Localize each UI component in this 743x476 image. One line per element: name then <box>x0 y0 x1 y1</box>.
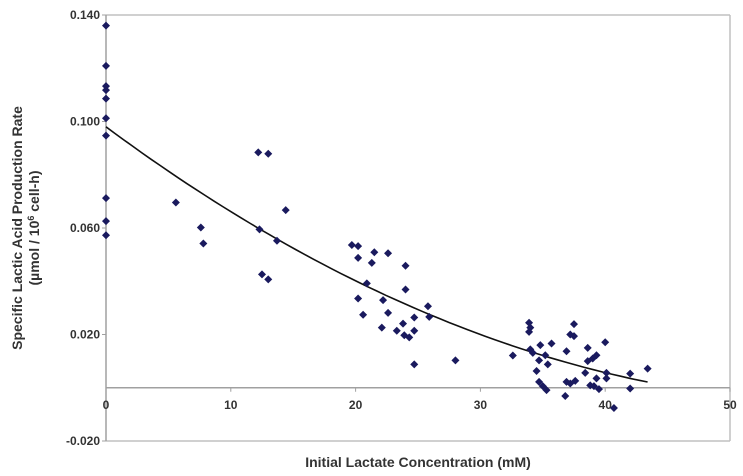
data-point <box>347 241 356 250</box>
data-point <box>561 392 570 401</box>
data-point <box>102 21 110 30</box>
data-point <box>102 114 110 123</box>
data-point <box>410 326 419 335</box>
data-point <box>535 356 544 365</box>
data-point <box>102 61 110 70</box>
data-point <box>264 149 273 158</box>
data-point <box>643 364 652 373</box>
data-point <box>102 131 110 140</box>
x-tick-label: 20 <box>349 398 363 412</box>
x-tick-label: 40 <box>599 398 613 412</box>
y-tick-label: 0.100 <box>70 115 100 129</box>
data-point <box>525 327 534 336</box>
data-point <box>102 86 110 95</box>
data-point <box>570 320 578 329</box>
data-point <box>384 308 393 317</box>
data-point <box>102 217 110 226</box>
data-point <box>609 403 618 412</box>
y-tick-label: 0.140 <box>70 8 100 22</box>
data-point <box>451 356 460 365</box>
data-point <box>571 376 580 385</box>
data-point <box>384 249 393 258</box>
data-point <box>102 231 110 240</box>
data-point <box>581 368 590 377</box>
data-point <box>410 313 419 322</box>
y-axis-label-line2: (µmol / 106 cell-h) <box>26 171 42 286</box>
y-axis-label-unit-pre: (µmol / 10 <box>26 220 42 285</box>
data-point <box>281 206 290 215</box>
data-point <box>399 319 408 328</box>
data-point <box>626 384 635 393</box>
data-point <box>379 296 388 305</box>
data-point <box>258 270 266 279</box>
x-axis-label: Initial Lactate Concentration (mM) <box>305 454 531 470</box>
data-point <box>508 351 517 360</box>
data-point <box>528 348 537 357</box>
data-point <box>392 326 401 335</box>
data-point <box>272 236 281 245</box>
axis-ticks: 0.140 0.100 0.060 0.020 -0.020 0 10 20 30 40 50 <box>66 8 737 448</box>
data-point <box>102 194 110 203</box>
data-point <box>626 369 635 378</box>
data-point <box>602 374 611 383</box>
data-point <box>354 253 363 262</box>
data-point <box>354 294 363 303</box>
data-point <box>255 225 264 234</box>
data-point <box>583 343 592 352</box>
data-point <box>401 261 410 270</box>
data-point <box>570 332 578 341</box>
data-point <box>602 368 611 377</box>
x-tick-label: 30 <box>474 398 488 412</box>
x-tick-label: 10 <box>224 398 238 412</box>
data-points <box>102 21 652 412</box>
data-point <box>532 366 541 375</box>
data-point <box>405 333 414 342</box>
data-point <box>592 374 601 383</box>
data-point <box>562 347 571 356</box>
data-point <box>601 338 610 347</box>
data-point <box>541 351 550 360</box>
data-point <box>354 242 363 251</box>
x-tick-label: 0 <box>103 398 110 412</box>
y-axis-label-unit-post: cell-h) <box>26 171 42 216</box>
data-point <box>377 323 386 332</box>
data-point <box>102 94 110 103</box>
data-point <box>359 310 368 319</box>
data-point <box>367 258 376 267</box>
data-point <box>583 357 592 366</box>
data-point <box>535 377 544 386</box>
data-point <box>423 302 432 311</box>
trendline <box>105 126 648 383</box>
y-axis-label-line1: Specific Lactic Acid Production Rate <box>9 106 25 350</box>
y-tick-label: 0.020 <box>70 328 100 342</box>
data-point <box>264 275 273 284</box>
data-point <box>199 239 208 248</box>
data-point <box>171 198 180 207</box>
data-point <box>370 248 379 257</box>
data-point <box>542 386 551 395</box>
data-point <box>401 285 410 294</box>
y-axis-label: Specific Lactic Acid Production Rate (µm… <box>9 106 42 350</box>
data-point <box>410 360 419 369</box>
data-point <box>196 223 205 232</box>
data-point <box>543 360 552 369</box>
data-point <box>254 148 263 157</box>
data-point <box>362 279 371 288</box>
y-axis-label-exponent: 6 <box>26 216 36 221</box>
data-point <box>594 385 603 394</box>
y-tick-label: 0.060 <box>70 221 100 235</box>
data-point <box>425 312 434 321</box>
y-tick-label: -0.020 <box>66 434 100 448</box>
data-point <box>547 339 556 348</box>
x-tick-label: 50 <box>723 398 737 412</box>
data-point <box>536 341 545 350</box>
